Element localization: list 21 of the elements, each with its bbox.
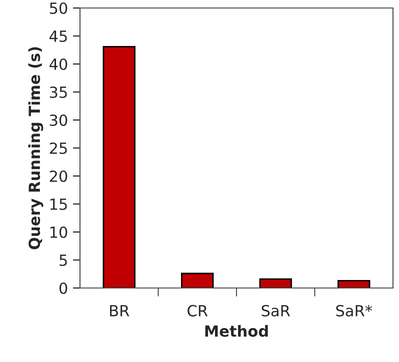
bar [338,280,370,288]
y-tick-label: 30 [50,114,68,126]
bar [102,46,136,288]
y-tick-label: 20 [50,170,68,182]
x-axis-title: Method [205,325,268,337]
x-tick-label: SaR* [336,304,372,316]
y-tick-label: 40 [50,58,68,70]
y-axis-title: Query Running Time (s) [28,47,44,250]
y-tick-label: 15 [50,198,67,210]
y-tick-label: 50 [50,2,68,14]
y-tick-label: 10 [50,226,68,238]
x-tick-label: CR [188,304,208,316]
y-tick-label: 25 [50,142,67,154]
y-tick-label: 5 [60,254,67,266]
y-tick-label: 45 [50,30,67,42]
x-tick-label: BR [110,305,130,316]
bar [259,278,292,288]
y-tick-label: 0 [59,282,68,294]
bar [181,272,214,288]
y-tick-label: 35 [50,86,67,98]
x-tick-label: SaR [262,304,290,316]
